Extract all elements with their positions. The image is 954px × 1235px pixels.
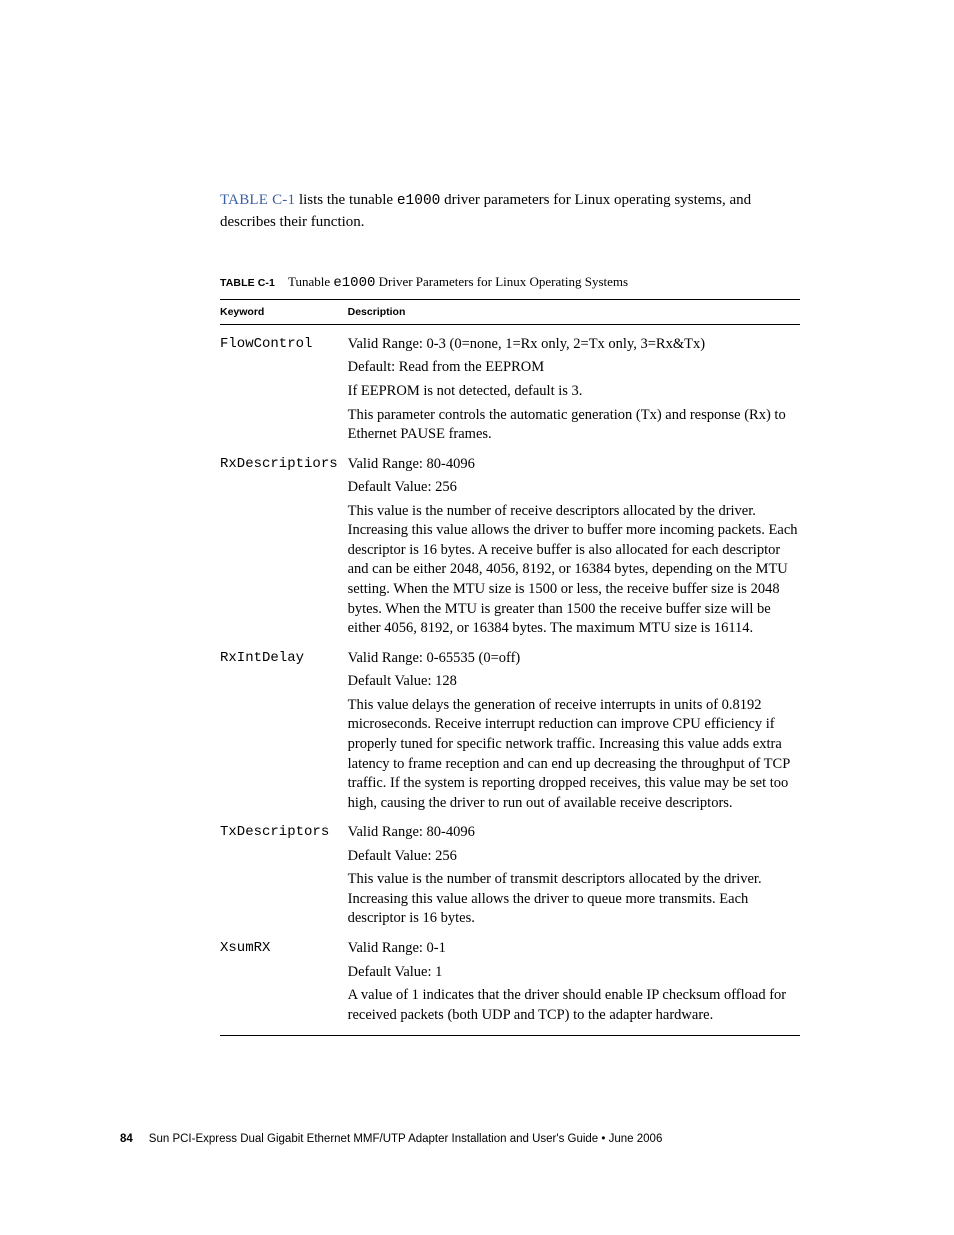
description-paragraph: Valid Range: 80-4096 (348, 455, 800, 475)
table-caption: TABLE C-1 Tunable e1000 Driver Parameter… (220, 274, 800, 291)
table-row: XsumRXValid Range: 0-1 Default Value: 1 A … (220, 929, 800, 1035)
keyword-cell: XsumRX (220, 929, 348, 1035)
description-paragraph: Default Value: 1 (348, 963, 800, 983)
table-cross-reference[interactable]: TABLE C-1 (220, 192, 295, 208)
description-paragraph: Valid Range: 80-4096 (348, 823, 800, 843)
description-cell: Valid Range: 0-1 Default Value: 1 A value … (348, 929, 800, 1035)
table-row: FlowControlValid Range: 0-3 (0=none, 1=R… (220, 324, 800, 444)
description-paragraph: Valid Range: 0-3 (0=none, 1=Rx only, 2=T… (348, 335, 800, 355)
description-paragraph: Default Value: 256 (348, 847, 800, 867)
table-row: RxIntDelayValid Range: 0-65535 (0=off) De… (220, 639, 800, 814)
table-row: TxDescriptorsValid Range: 80-4096 Default… (220, 813, 800, 929)
caption-code: e1000 (333, 275, 375, 291)
caption-text-before: Tunable (288, 274, 333, 289)
page-number: 84 (120, 1133, 133, 1145)
table-caption-label: TABLE C-1 (220, 277, 275, 289)
description-paragraph: A value of 1 indicates that the driver s… (348, 986, 800, 1025)
description-cell: Valid Range: 0-3 (0=none, 1=Rx only, 2=T… (348, 324, 800, 444)
table-header: Keyword Description (220, 299, 800, 324)
table-row: RxDescriptiorsValid Range: 80-4096 Defaul… (220, 445, 800, 639)
document-page: TABLE C-1 lists the tunable e1000 driver… (0, 0, 954, 1235)
intro-paragraph: TABLE C-1 lists the tunable e1000 driver… (220, 190, 800, 232)
intro-code: e1000 (397, 193, 441, 209)
description-paragraph: This value delays the generation of rece… (348, 696, 800, 813)
description-paragraph: Valid Range: 0-1 (348, 939, 800, 959)
table-body: FlowControlValid Range: 0-3 (0=none, 1=R… (220, 324, 800, 1035)
page-content: TABLE C-1 lists the tunable e1000 driver… (220, 190, 800, 1036)
footer-text: Sun PCI-Express Dual Gigabit Ethernet MM… (149, 1133, 663, 1145)
intro-text-1: lists the tunable (295, 192, 397, 208)
page-footer: 84 Sun PCI-Express Dual Gigabit Ethernet… (120, 1133, 662, 1145)
description-paragraph: If EEPROM is not detected, default is 3. (348, 382, 800, 402)
description-paragraph: Valid Range: 0-65535 (0=off) (348, 649, 800, 669)
column-header-description: Description (348, 299, 800, 324)
caption-spacer (275, 274, 288, 289)
description-cell: Valid Range: 80-4096 Default Value: 256 Th… (348, 813, 800, 929)
description-paragraph: This parameter controls the automatic ge… (348, 406, 800, 445)
description-cell: Valid Range: 0-65535 (0=off) Default Valu… (348, 639, 800, 814)
description-paragraph: Default Value: 128 (348, 672, 800, 692)
description-cell: Valid Range: 80-4096 Default Value: 256 Th… (348, 445, 800, 639)
description-paragraph: Default: Read from the EEPROM (348, 358, 800, 378)
keyword-cell: TxDescriptors (220, 813, 348, 929)
description-paragraph: This value is the number of transmit des… (348, 870, 800, 929)
description-paragraph: Default Value: 256 (348, 478, 800, 498)
footer-spacer (136, 1133, 146, 1145)
parameters-table: Keyword Description FlowControlValid Ran… (220, 299, 800, 1035)
keyword-cell: FlowControl (220, 324, 348, 444)
column-header-keyword: Keyword (220, 299, 348, 324)
caption-text-after: Driver Parameters for Linux Operating Sy… (375, 274, 628, 289)
keyword-cell: RxIntDelay (220, 639, 348, 814)
keyword-cell: RxDescriptiors (220, 445, 348, 639)
description-paragraph: This value is the number of receive desc… (348, 502, 800, 639)
table-bottom-rule (220, 1035, 800, 1036)
